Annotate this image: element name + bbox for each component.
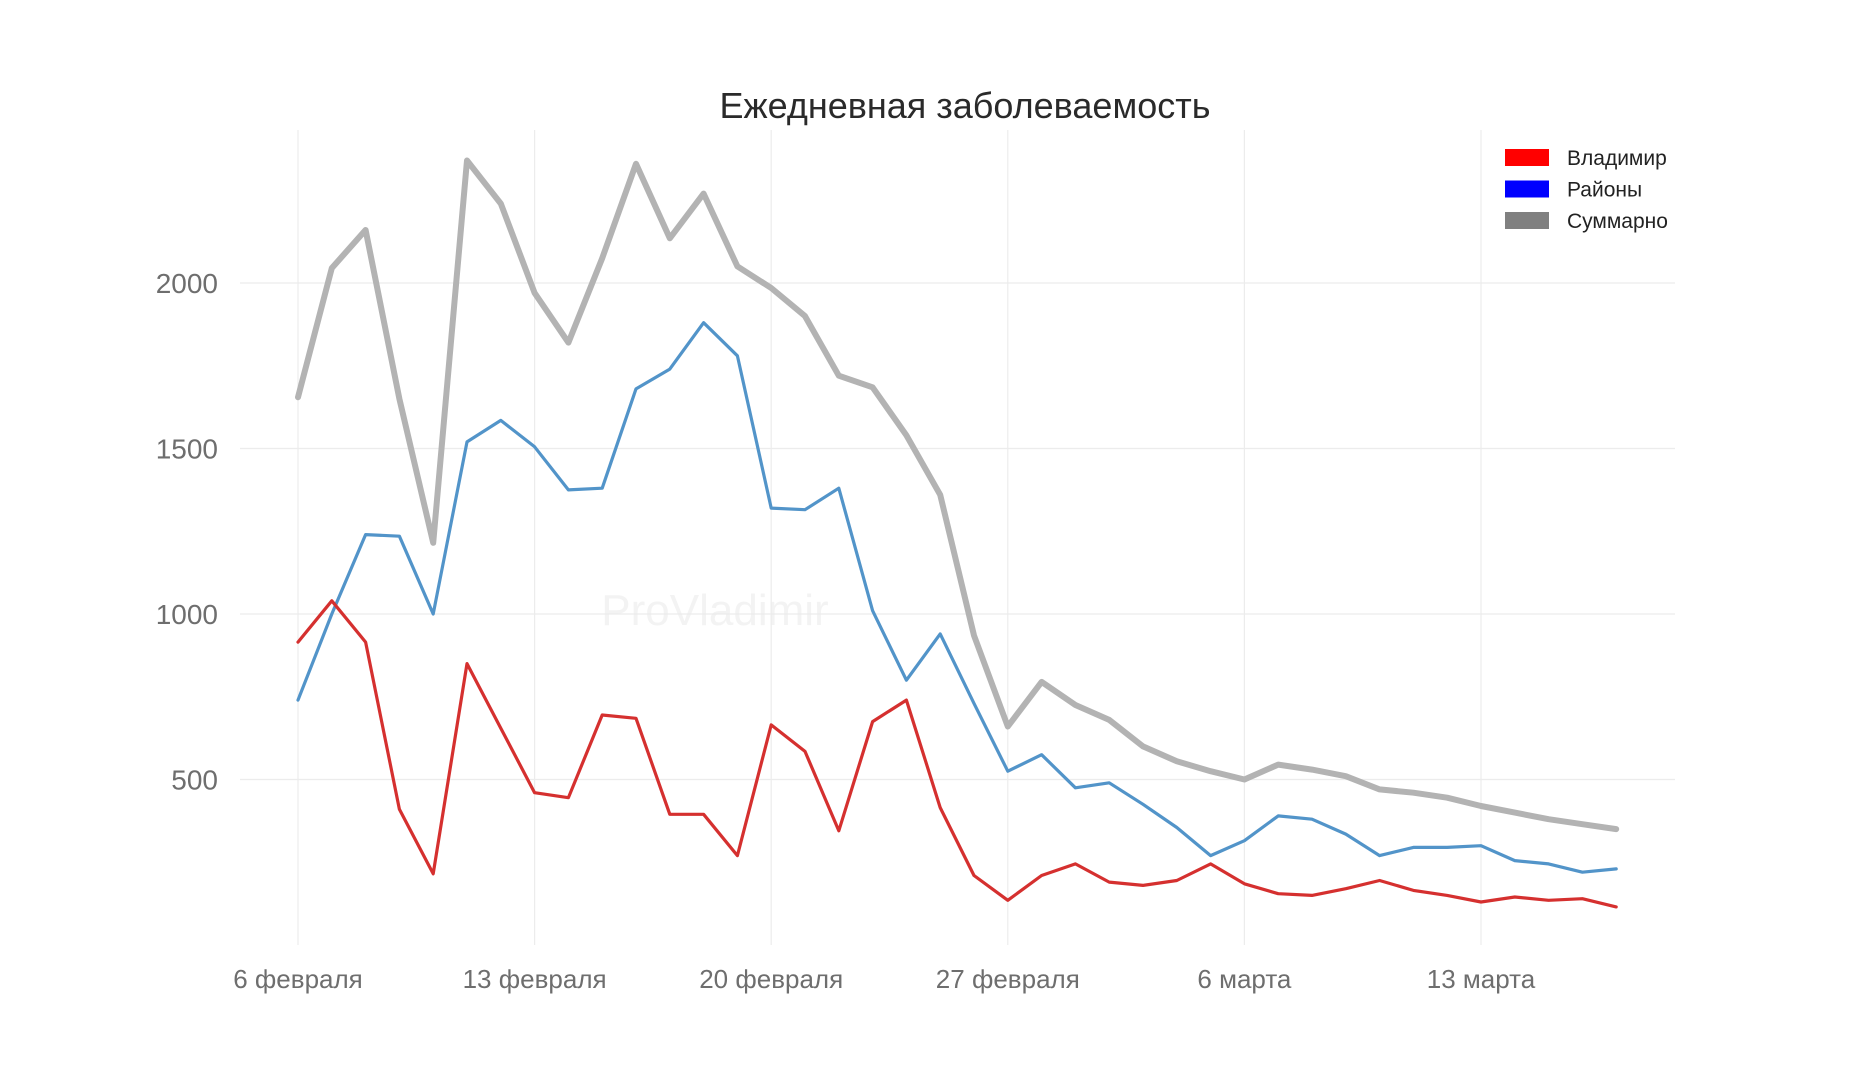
x-axis-ticks: 6 февраля 13 февраля 20 февраля 27 февраля 6…: [233, 964, 1536, 994]
y-tick-label-1000: 1000: [156, 599, 218, 630]
x-tick-label-5: 13 марта: [1427, 964, 1536, 994]
legend-label-1: Районы: [1567, 179, 1642, 202]
y-axis-ticks: 500 1000 1500 2000: [156, 268, 218, 796]
series-layer: [295, 157, 1620, 909]
series-line-2: [296, 599, 1618, 909]
chart-title: Ежедневная заболеваемость: [720, 85, 1211, 126]
y-tick-label-2000: 2000: [156, 268, 218, 299]
grid-layer: [240, 130, 1675, 945]
x-tick-label-4: 6 марта: [1197, 964, 1292, 994]
series-line-0: [295, 157, 1620, 833]
legend-label-2: Суммарно: [1567, 210, 1668, 233]
watermark: ProVladimir: [601, 586, 828, 635]
x-tick-label-2: 20 февраля: [699, 964, 843, 994]
legend-swatch-0: [1505, 149, 1549, 166]
y-tick-label-1500: 1500: [156, 434, 218, 465]
x-tick-label-1: 13 февраля: [463, 964, 607, 994]
legend-swatch-1: [1505, 180, 1549, 198]
x-tick-label-0: 6 февраля: [233, 964, 363, 994]
y-tick-label-500: 500: [171, 765, 218, 796]
legend-swatch-2: [1505, 212, 1549, 229]
x-tick-label-3: 27 февраля: [936, 964, 1080, 994]
legend-label-0: Владимир: [1567, 147, 1667, 170]
legend: Владимир Районы Суммарно: [1505, 147, 1668, 233]
series-line-1: [296, 321, 1618, 874]
